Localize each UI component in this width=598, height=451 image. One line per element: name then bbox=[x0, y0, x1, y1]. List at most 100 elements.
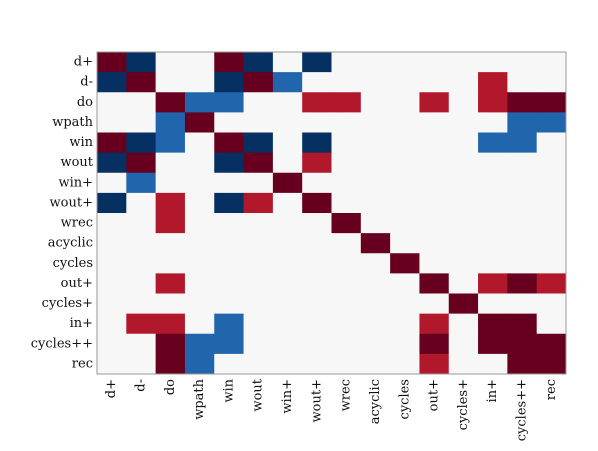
heatmap-cell bbox=[478, 152, 508, 174]
heatmap-cell bbox=[419, 333, 450, 355]
heatmap-cell bbox=[448, 132, 479, 154]
heatmap-cell bbox=[97, 132, 127, 154]
heatmap-cell bbox=[536, 112, 567, 133]
heatmap-cell bbox=[507, 192, 538, 214]
heatmap-cell bbox=[478, 253, 508, 274]
heatmap-cell bbox=[155, 233, 186, 254]
heatmap-cell bbox=[214, 333, 244, 355]
heatmap-cell bbox=[478, 233, 508, 254]
heatmap-cell bbox=[419, 152, 450, 174]
heatmap-cell bbox=[478, 293, 508, 315]
heatmap-cell bbox=[97, 233, 127, 254]
heatmap-cell bbox=[390, 192, 420, 214]
heatmap-cell bbox=[478, 213, 508, 234]
heatmap-cell bbox=[360, 172, 391, 194]
heatmap-cell bbox=[448, 72, 479, 93]
heatmap-cell bbox=[536, 52, 567, 73]
heatmap-cell bbox=[536, 333, 567, 355]
heatmap-cell bbox=[448, 152, 479, 174]
heatmap-cell bbox=[390, 172, 420, 194]
heatmap-cell bbox=[478, 353, 508, 375]
heatmap-cell bbox=[243, 172, 274, 194]
heatmap-cell bbox=[419, 52, 450, 73]
y-tick-label: d+ bbox=[74, 55, 93, 70]
heatmap-cell bbox=[184, 253, 215, 274]
heatmap-cell bbox=[507, 52, 538, 73]
y-tick-label: in+ bbox=[70, 316, 93, 331]
heatmap-cell bbox=[478, 273, 508, 294]
heatmap-cell bbox=[214, 172, 244, 194]
heatmap-cell bbox=[390, 333, 420, 355]
y-tick-label: cycles++ bbox=[31, 336, 93, 351]
heatmap-cell bbox=[507, 253, 538, 274]
heatmap-cell bbox=[184, 233, 215, 254]
x-tick-label: wout+ bbox=[309, 379, 324, 422]
heatmap-cell bbox=[419, 72, 450, 93]
heatmap-cell bbox=[214, 52, 244, 73]
heatmap-cell bbox=[507, 353, 538, 375]
heatmap-cell bbox=[478, 92, 508, 113]
heatmap-cell bbox=[184, 152, 215, 174]
heatmap-cell bbox=[243, 253, 274, 274]
x-tick-label: wpath bbox=[192, 378, 207, 419]
x-tick-label: cycles bbox=[397, 379, 412, 419]
heatmap-cell bbox=[331, 172, 362, 194]
heatmap-cell bbox=[272, 152, 303, 174]
heatmap-cell bbox=[272, 52, 303, 73]
heatmap-cell bbox=[507, 273, 538, 294]
heatmap-cell bbox=[536, 72, 567, 93]
heatmap-cell bbox=[243, 333, 274, 355]
heatmap-cell bbox=[126, 132, 157, 154]
heatmap-cell bbox=[126, 213, 157, 234]
heatmap-cell bbox=[390, 273, 420, 294]
x-tick-label: rec bbox=[544, 379, 559, 400]
y-tick-label: d- bbox=[80, 75, 93, 90]
heatmap-cell bbox=[331, 92, 362, 113]
heatmap-cell bbox=[536, 293, 567, 315]
heatmap-cell bbox=[126, 172, 157, 194]
heatmap-cell bbox=[419, 192, 450, 214]
heatmap-cell bbox=[243, 213, 274, 234]
heatmap-cell bbox=[184, 92, 215, 113]
heatmap-cell bbox=[126, 152, 157, 174]
heatmap-cell bbox=[390, 253, 420, 274]
heatmap-cell bbox=[390, 112, 420, 133]
heatmap-cell bbox=[419, 233, 450, 254]
heatmap-cell bbox=[302, 313, 332, 335]
y-tick-label: win bbox=[69, 135, 93, 150]
heatmap-cell bbox=[302, 353, 332, 375]
heatmap-cell bbox=[214, 92, 244, 113]
heatmap-cell bbox=[390, 132, 420, 154]
heatmap-cell bbox=[448, 273, 479, 294]
heatmap-cell bbox=[272, 253, 303, 274]
heatmap-cell bbox=[448, 92, 479, 113]
heatmap-cell bbox=[126, 72, 157, 93]
heatmap-cell bbox=[126, 253, 157, 274]
heatmap-cell bbox=[272, 72, 303, 93]
heatmap-cell bbox=[272, 92, 303, 113]
heatmap-cell bbox=[536, 192, 567, 214]
heatmap-cell bbox=[448, 313, 479, 335]
heatmap-cell bbox=[155, 172, 186, 194]
heatmap-cell bbox=[302, 152, 332, 174]
heatmap-cell bbox=[419, 172, 450, 194]
heatmap-cell bbox=[243, 112, 274, 133]
y-tick-label: rec bbox=[72, 356, 93, 371]
heatmap-cell bbox=[536, 253, 567, 274]
y-tick-label: win+ bbox=[58, 175, 93, 190]
plot-frame bbox=[96, 51, 567, 375]
heatmap-cell bbox=[507, 132, 538, 154]
heatmap-cell bbox=[243, 52, 274, 73]
heatmap-cell bbox=[243, 132, 274, 154]
heatmap-cell bbox=[419, 353, 450, 375]
x-tick-labels: d+ d-do wpath win wout win+ wout+ wrec acyclic cy… bbox=[104, 378, 559, 441]
heatmap-cell bbox=[155, 92, 186, 113]
heatmap-cell bbox=[243, 353, 274, 375]
heatmap-cell bbox=[97, 293, 127, 315]
y-tick-label: out+ bbox=[61, 276, 93, 291]
heatmap-cell bbox=[184, 313, 215, 335]
heatmap-cell bbox=[302, 52, 332, 73]
heatmap-cell bbox=[302, 293, 332, 315]
heatmap-cell bbox=[331, 253, 362, 274]
